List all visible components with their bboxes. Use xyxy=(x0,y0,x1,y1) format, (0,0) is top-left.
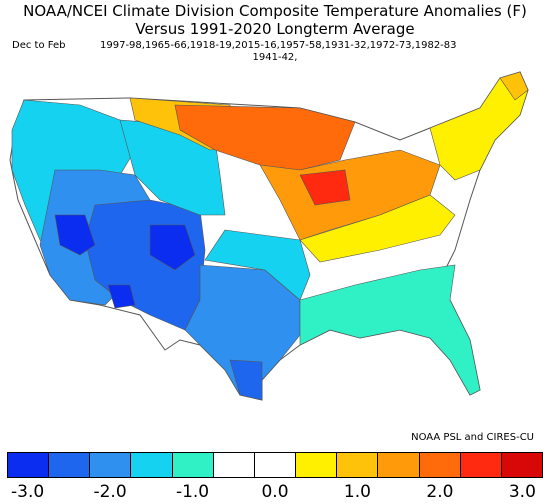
season-label: Dec to Feb xyxy=(12,40,66,51)
composite-years-continued: 1941-42, xyxy=(252,52,298,63)
credit-label: NOAA PSL and CIRES-CU xyxy=(411,432,534,443)
colorbar-segment-1 xyxy=(49,453,91,477)
colorbar-tick-label: -1.0 xyxy=(175,482,210,502)
colorbar-tick-label: 0.0 xyxy=(261,482,289,502)
region-northeast xyxy=(429,71,529,181)
colorbar-tick-label: 2.0 xyxy=(426,482,454,502)
colorbar-tick-label: -2.0 xyxy=(93,482,127,502)
region-new-england-orange xyxy=(499,71,529,101)
colorbar-segment-12 xyxy=(501,453,543,477)
colorbar-segment-6 xyxy=(254,453,297,477)
colorbar-segment-7 xyxy=(296,453,338,477)
composite-years: 1997-98,1965-66,1918-19,2015-16,1957-58,… xyxy=(100,40,457,51)
colorbar xyxy=(7,452,543,478)
colorbar-tick-label: -3.0 xyxy=(11,482,45,502)
region-iowa-red xyxy=(299,169,351,206)
colorbar-segment-3 xyxy=(131,453,173,477)
colorbar-segment-8 xyxy=(337,453,379,477)
region-four-corners-east xyxy=(149,224,196,271)
colorbar-segment-2 xyxy=(90,453,132,477)
region-arizona-dark xyxy=(107,284,136,309)
colorbar-segment-4 xyxy=(172,453,214,477)
region-southeast xyxy=(299,264,481,396)
region-ohio-valley xyxy=(299,194,456,263)
region-four-corners xyxy=(54,214,96,256)
colorbar-segment-0 xyxy=(8,453,50,477)
colorbar-tick-label: 1.0 xyxy=(343,482,371,502)
region-texas-south xyxy=(229,359,263,401)
title-line-1: NOAA/NCEI Climate Division Composite Tem… xyxy=(23,2,527,20)
title-line-2: Versus 1991-2020 Longterm Average xyxy=(135,20,415,38)
colorbar-segment-10 xyxy=(419,453,461,477)
colorbar-segment-5 xyxy=(213,453,255,477)
colorbar-tick-label: 3.0 xyxy=(508,482,536,502)
region-southwest xyxy=(84,199,206,331)
us-anomaly-map xyxy=(9,71,529,401)
colorbar-ticks: -3.0 -2.0 -1.0 0.0 1.0 2.0 3.0 xyxy=(0,482,550,504)
colorbar-segment-11 xyxy=(460,453,502,477)
colorbar-segment-9 xyxy=(378,453,420,477)
